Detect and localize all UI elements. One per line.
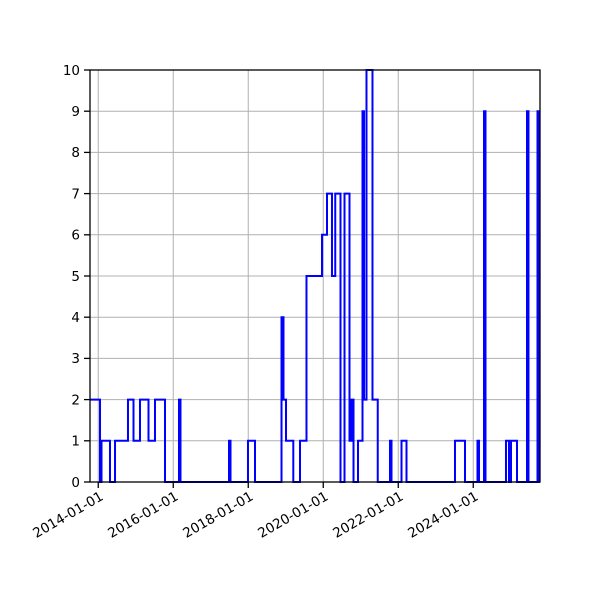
y-tick-label: 0	[71, 475, 80, 491]
y-tick-label: 4	[71, 310, 80, 326]
y-tick-label: 6	[71, 228, 80, 244]
y-tick-label: 5	[71, 269, 80, 285]
y-tick-label: 7	[71, 186, 80, 202]
y-tick-label: 2	[71, 392, 80, 408]
data-series-line	[90, 69, 541, 483]
y-tick-label: 3	[71, 351, 80, 367]
y-tick-label: 9	[71, 104, 80, 120]
y-tick-label: 8	[71, 145, 80, 161]
y-tick-label: 1	[71, 434, 80, 450]
y-tick-label: 10	[63, 63, 80, 79]
